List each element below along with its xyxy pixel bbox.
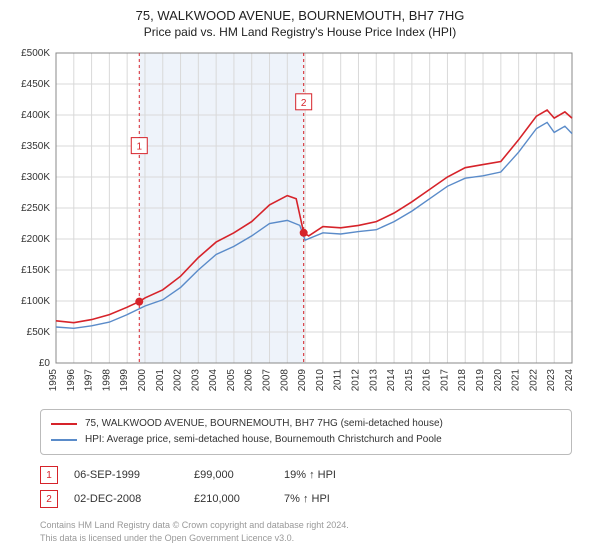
svg-text:2000: 2000 xyxy=(137,369,148,392)
footer-line2: This data is licensed under the Open Gov… xyxy=(40,532,572,545)
sale-badge-2: 2 xyxy=(40,490,58,508)
svg-text:£350K: £350K xyxy=(21,141,50,152)
svg-text:2013: 2013 xyxy=(368,369,379,392)
svg-text:£500K: £500K xyxy=(21,48,50,59)
svg-text:£450K: £450K xyxy=(21,79,50,90)
svg-text:2021: 2021 xyxy=(511,369,522,392)
sale-price-1: £99,000 xyxy=(194,469,284,481)
sales-table: 1 06-SEP-1999 £99,000 19% ↑ HPI 2 02-DEC… xyxy=(40,463,572,511)
svg-text:1999: 1999 xyxy=(119,369,130,392)
svg-text:£100K: £100K xyxy=(21,296,50,307)
legend-swatch-property xyxy=(51,423,77,425)
svg-text:2019: 2019 xyxy=(475,369,486,392)
svg-text:£50K: £50K xyxy=(27,327,51,338)
svg-text:2: 2 xyxy=(301,98,307,109)
svg-text:2002: 2002 xyxy=(173,369,184,392)
legend: 75, WALKWOOD AVENUE, BOURNEMOUTH, BH7 7H… xyxy=(40,409,572,455)
svg-text:£0: £0 xyxy=(39,358,51,369)
legend-label-property: 75, WALKWOOD AVENUE, BOURNEMOUTH, BH7 7H… xyxy=(85,416,443,432)
chart-svg: £0 £50K £100K £150K £200K £250K £300K £350K £400… xyxy=(10,43,590,403)
svg-text:2024: 2024 xyxy=(564,369,575,392)
sale-row-2: 2 02-DEC-2008 £210,000 7% ↑ HPI xyxy=(40,487,572,511)
svg-text:1996: 1996 xyxy=(66,369,77,392)
svg-text:£150K: £150K xyxy=(21,265,50,276)
title-block: 75, WALKWOOD AVENUE, BOURNEMOUTH, BH7 7H… xyxy=(0,0,600,43)
svg-text:2015: 2015 xyxy=(404,369,415,392)
svg-text:2012: 2012 xyxy=(350,369,361,392)
legend-row-hpi: HPI: Average price, semi-detached house,… xyxy=(51,432,561,448)
svg-text:2005: 2005 xyxy=(226,369,237,392)
legend-label-hpi: HPI: Average price, semi-detached house,… xyxy=(85,432,442,448)
svg-text:2009: 2009 xyxy=(297,369,308,392)
svg-text:2017: 2017 xyxy=(439,369,450,392)
title-line1: 75, WALKWOOD AVENUE, BOURNEMOUTH, BH7 7H… xyxy=(0,8,600,23)
svg-text:2008: 2008 xyxy=(279,369,290,392)
svg-text:£400K: £400K xyxy=(21,110,50,121)
svg-text:2016: 2016 xyxy=(422,369,433,392)
legend-row-property: 75, WALKWOOD AVENUE, BOURNEMOUTH, BH7 7H… xyxy=(51,416,561,432)
sale-row-1: 1 06-SEP-1999 £99,000 19% ↑ HPI xyxy=(40,463,572,487)
sale-price-2: £210,000 xyxy=(194,493,284,505)
svg-text:£300K: £300K xyxy=(21,172,50,183)
svg-text:2007: 2007 xyxy=(262,369,273,392)
title-line2: Price paid vs. HM Land Registry's House … xyxy=(0,25,600,39)
svg-text:2020: 2020 xyxy=(493,369,504,392)
svg-text:1997: 1997 xyxy=(84,369,95,392)
svg-text:2023: 2023 xyxy=(546,369,557,392)
svg-text:2011: 2011 xyxy=(333,369,344,391)
svg-text:2001: 2001 xyxy=(155,369,166,392)
svg-text:£200K: £200K xyxy=(21,234,50,245)
svg-text:2003: 2003 xyxy=(190,369,201,392)
svg-text:£250K: £250K xyxy=(21,203,50,214)
svg-text:1: 1 xyxy=(136,142,142,153)
price-chart: £0 £50K £100K £150K £200K £250K £300K £350K £400… xyxy=(10,43,590,403)
sale-badge-1: 1 xyxy=(40,466,58,484)
svg-text:2014: 2014 xyxy=(386,369,397,392)
sale-delta-1: 19% ↑ HPI xyxy=(284,469,384,481)
svg-text:1998: 1998 xyxy=(101,369,112,392)
svg-text:2004: 2004 xyxy=(208,369,219,392)
svg-text:2022: 2022 xyxy=(528,369,539,392)
svg-text:2010: 2010 xyxy=(315,369,326,392)
legend-swatch-hpi xyxy=(51,439,77,441)
svg-text:2006: 2006 xyxy=(244,369,255,392)
svg-text:1995: 1995 xyxy=(48,369,59,392)
sale-date-1: 06-SEP-1999 xyxy=(74,469,194,481)
sale-delta-2: 7% ↑ HPI xyxy=(284,493,384,505)
svg-text:2018: 2018 xyxy=(457,369,468,392)
footer-line1: Contains HM Land Registry data © Crown c… xyxy=(40,519,572,532)
page-root: 75, WALKWOOD AVENUE, BOURNEMOUTH, BH7 7H… xyxy=(0,0,600,544)
footer: Contains HM Land Registry data © Crown c… xyxy=(40,519,572,544)
sale-date-2: 02-DEC-2008 xyxy=(74,493,194,505)
